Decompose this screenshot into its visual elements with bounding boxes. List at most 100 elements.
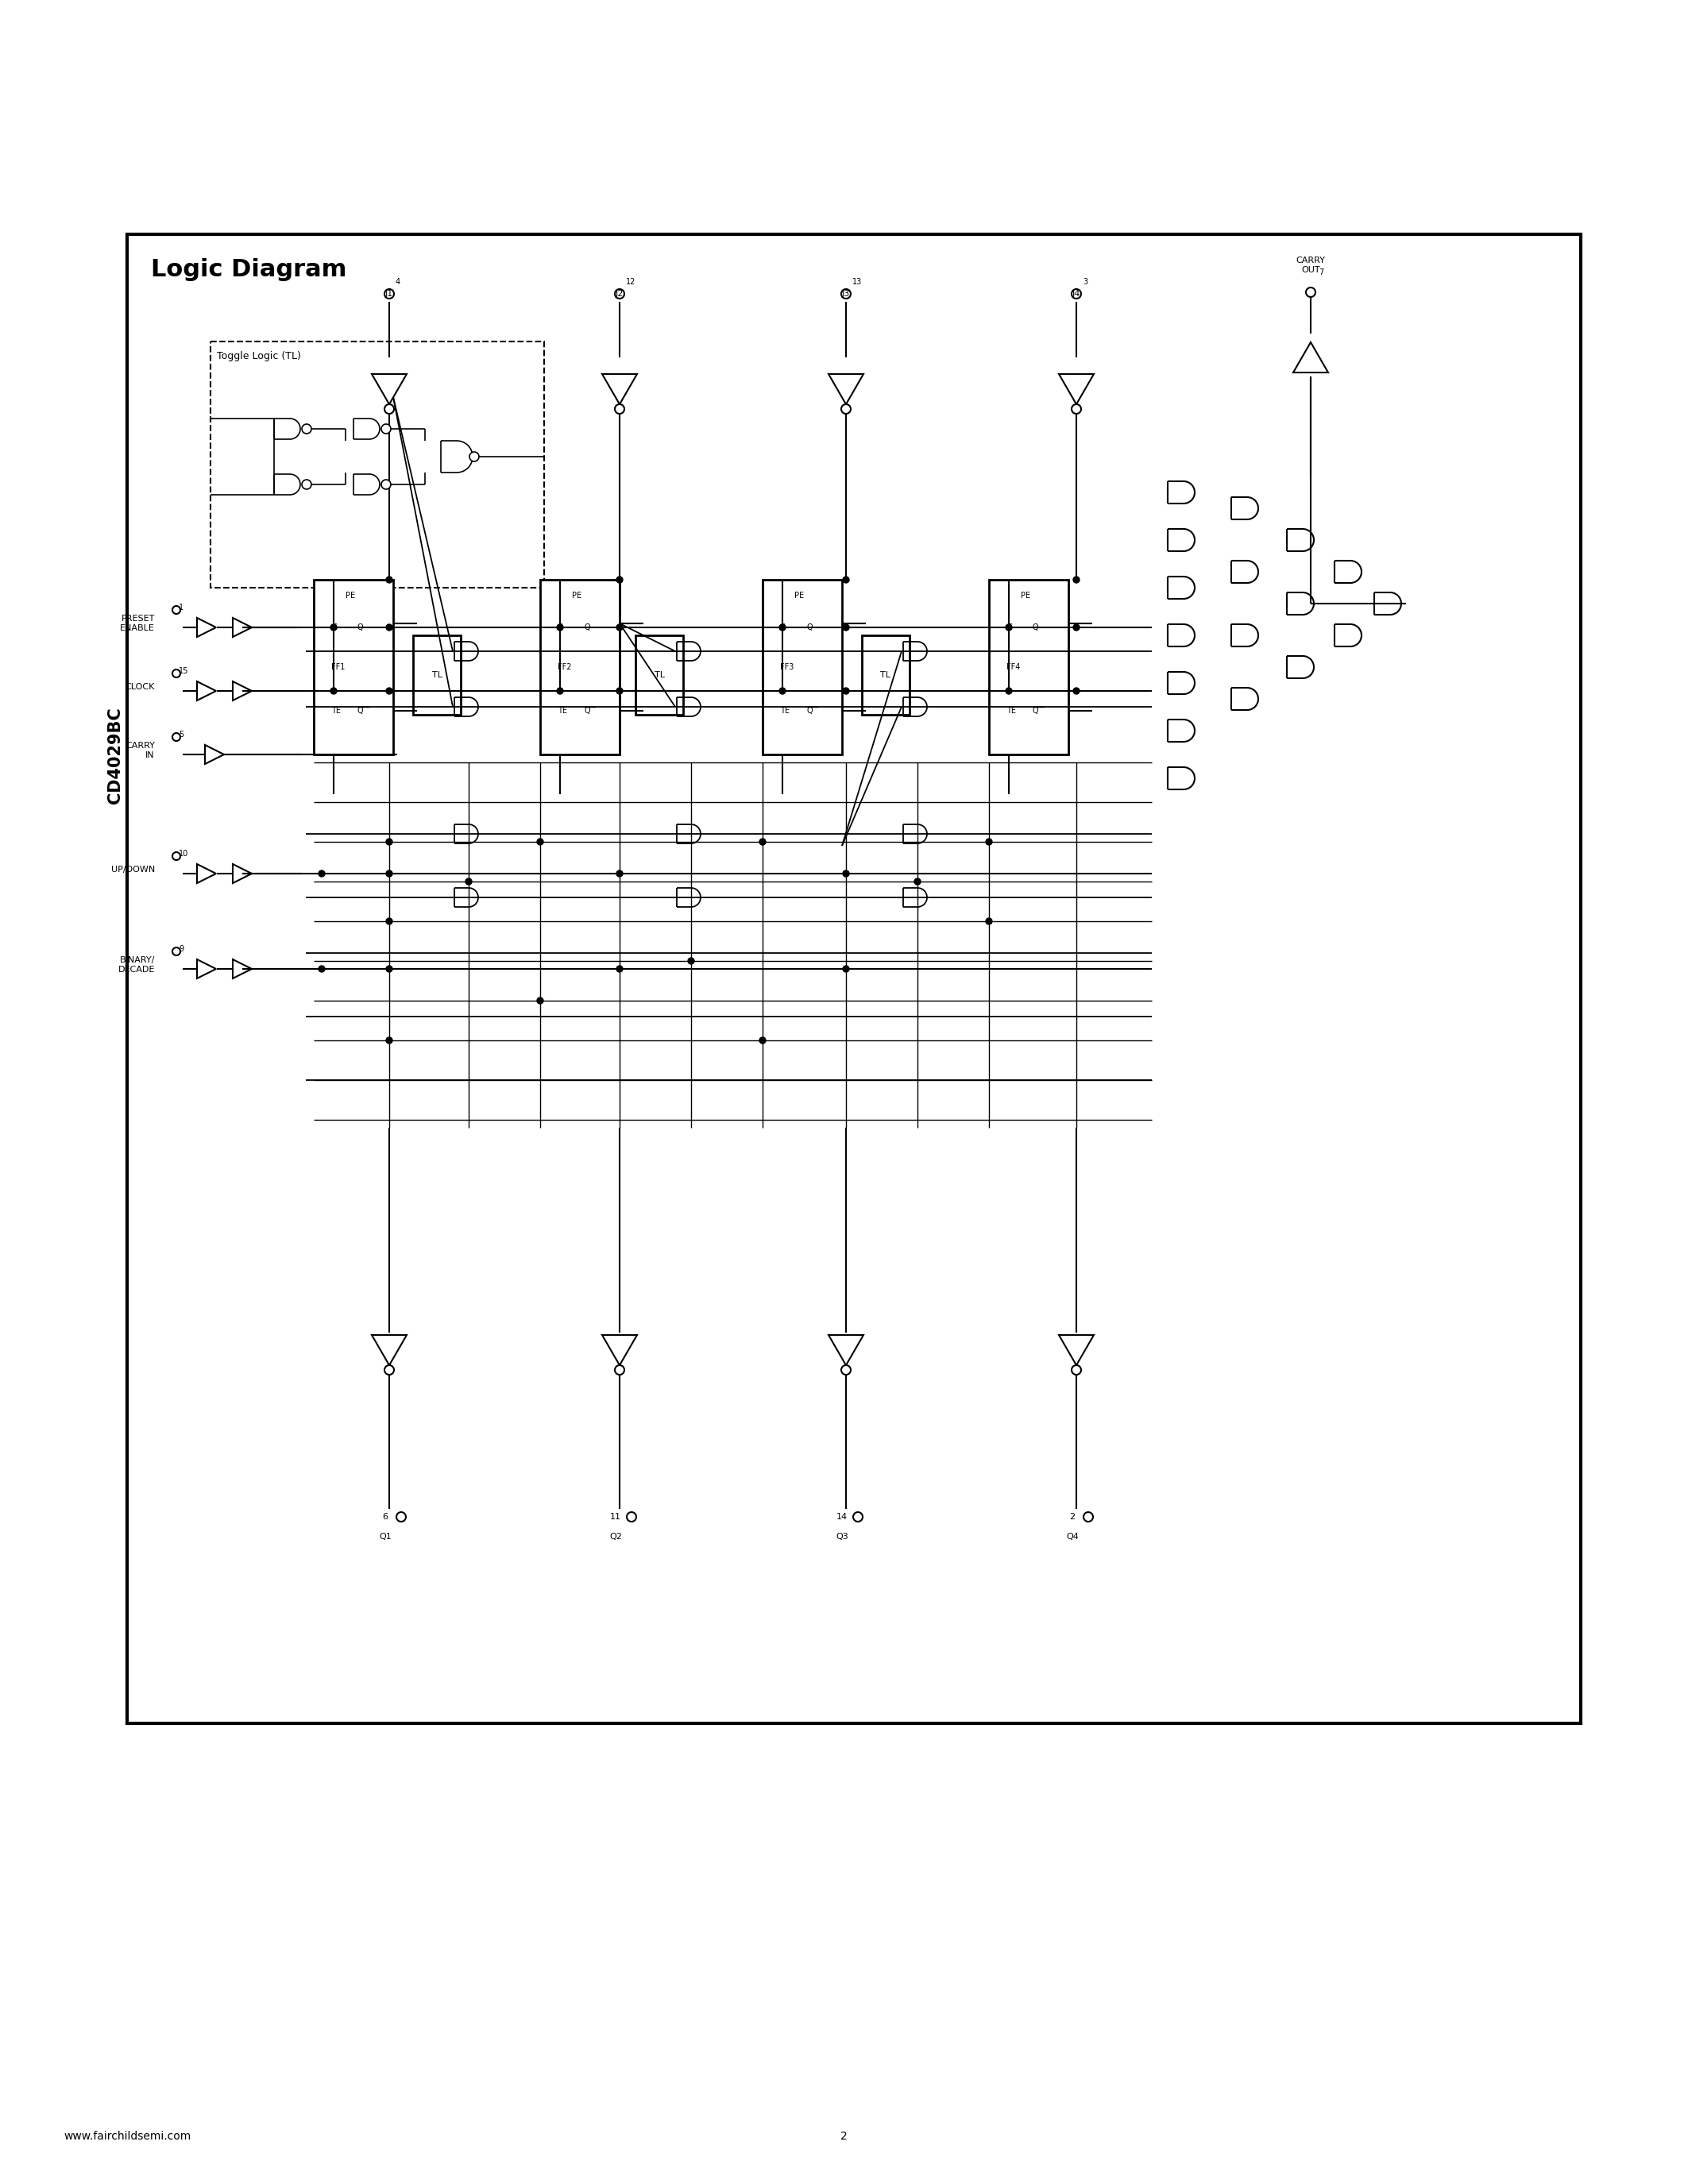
Circle shape: [537, 839, 544, 845]
Text: Logic Diagram: Logic Diagram: [150, 258, 346, 282]
Circle shape: [614, 1365, 625, 1374]
Text: 11: 11: [609, 1514, 621, 1520]
Text: Q2: Q2: [609, 1533, 621, 1540]
Circle shape: [387, 839, 392, 845]
Text: FF4: FF4: [1006, 664, 1020, 670]
Circle shape: [1074, 577, 1080, 583]
Text: C: C: [557, 622, 564, 631]
Circle shape: [319, 965, 324, 972]
Text: Q: Q: [1033, 708, 1038, 714]
Bar: [414, 636, 461, 714]
Circle shape: [852, 1511, 863, 1522]
Circle shape: [616, 688, 623, 695]
Text: CARRY
IN: CARRY IN: [125, 743, 155, 760]
Text: TE: TE: [780, 708, 790, 714]
Text: TL: TL: [655, 670, 665, 679]
Circle shape: [387, 871, 392, 876]
Bar: [540, 579, 619, 753]
Circle shape: [172, 734, 181, 740]
Circle shape: [760, 1037, 766, 1044]
Text: Q: Q: [807, 622, 812, 631]
Text: 1: 1: [179, 603, 184, 612]
Text: FF2: FF2: [557, 664, 572, 670]
Text: Q: Q: [807, 708, 812, 714]
Text: PE: PE: [1021, 592, 1030, 601]
Circle shape: [1006, 688, 1013, 695]
Circle shape: [302, 480, 311, 489]
Circle shape: [780, 688, 785, 695]
Text: PE: PE: [346, 592, 354, 601]
Circle shape: [1006, 625, 1013, 631]
Text: 9: 9: [179, 946, 184, 952]
Circle shape: [760, 839, 766, 845]
Bar: [211, 341, 544, 587]
Circle shape: [986, 917, 993, 924]
Circle shape: [841, 288, 851, 299]
Text: C: C: [1006, 622, 1011, 631]
Text: 7: 7: [1318, 269, 1323, 277]
Circle shape: [557, 688, 564, 695]
Text: TE: TE: [1006, 708, 1016, 714]
Circle shape: [466, 878, 473, 885]
Text: 13: 13: [852, 277, 863, 286]
Circle shape: [381, 424, 392, 435]
Text: CLOCK: CLOCK: [125, 684, 155, 690]
Circle shape: [1074, 688, 1080, 695]
Text: FF1: FF1: [331, 664, 344, 670]
Text: 4: 4: [395, 277, 400, 286]
Circle shape: [397, 1511, 405, 1522]
Text: Q: Q: [584, 708, 589, 714]
Circle shape: [841, 1365, 851, 1374]
Text: Toggle Logic (TL): Toggle Logic (TL): [216, 352, 300, 360]
Bar: [635, 636, 684, 714]
Circle shape: [537, 998, 544, 1005]
Circle shape: [302, 424, 311, 435]
Circle shape: [614, 288, 625, 299]
Circle shape: [616, 625, 623, 631]
Circle shape: [616, 871, 623, 876]
Circle shape: [842, 577, 849, 583]
Circle shape: [331, 625, 338, 631]
Circle shape: [172, 948, 181, 954]
Text: BINARY/
DECADE: BINARY/ DECADE: [118, 957, 155, 974]
Text: PE: PE: [572, 592, 582, 601]
Circle shape: [319, 871, 324, 876]
Bar: [863, 636, 910, 714]
Text: 3: 3: [1082, 277, 1087, 286]
Circle shape: [689, 959, 694, 963]
Text: Q1: Q1: [380, 1533, 392, 1540]
Circle shape: [1084, 1511, 1094, 1522]
Text: 5: 5: [179, 732, 184, 738]
Text: Q: Q: [358, 622, 363, 631]
Text: Q: Q: [584, 622, 589, 631]
Text: www.fairchildsemi.com: www.fairchildsemi.com: [64, 2132, 191, 2143]
Circle shape: [1072, 404, 1080, 413]
Circle shape: [842, 625, 849, 631]
Circle shape: [387, 917, 392, 924]
Circle shape: [387, 1037, 392, 1044]
Text: C: C: [780, 622, 785, 631]
Text: J2: J2: [616, 290, 625, 297]
Circle shape: [842, 688, 849, 695]
Circle shape: [172, 670, 181, 677]
Circle shape: [331, 688, 338, 695]
Text: Q4: Q4: [1067, 1533, 1079, 1540]
Circle shape: [557, 625, 564, 631]
Circle shape: [385, 1365, 393, 1374]
Circle shape: [616, 965, 623, 972]
Circle shape: [841, 404, 851, 413]
Text: 10: 10: [179, 850, 189, 858]
Text: 6: 6: [383, 1514, 388, 1520]
Circle shape: [385, 288, 393, 299]
Text: TE: TE: [557, 708, 567, 714]
Text: C: C: [331, 622, 336, 631]
Bar: [127, 234, 1580, 1723]
Circle shape: [381, 480, 392, 489]
Circle shape: [986, 839, 993, 845]
Text: 12: 12: [626, 277, 636, 286]
Circle shape: [1307, 288, 1315, 297]
Circle shape: [172, 605, 181, 614]
Circle shape: [1072, 1365, 1080, 1374]
Text: 2: 2: [1070, 1514, 1075, 1520]
Text: J3: J3: [842, 290, 851, 297]
